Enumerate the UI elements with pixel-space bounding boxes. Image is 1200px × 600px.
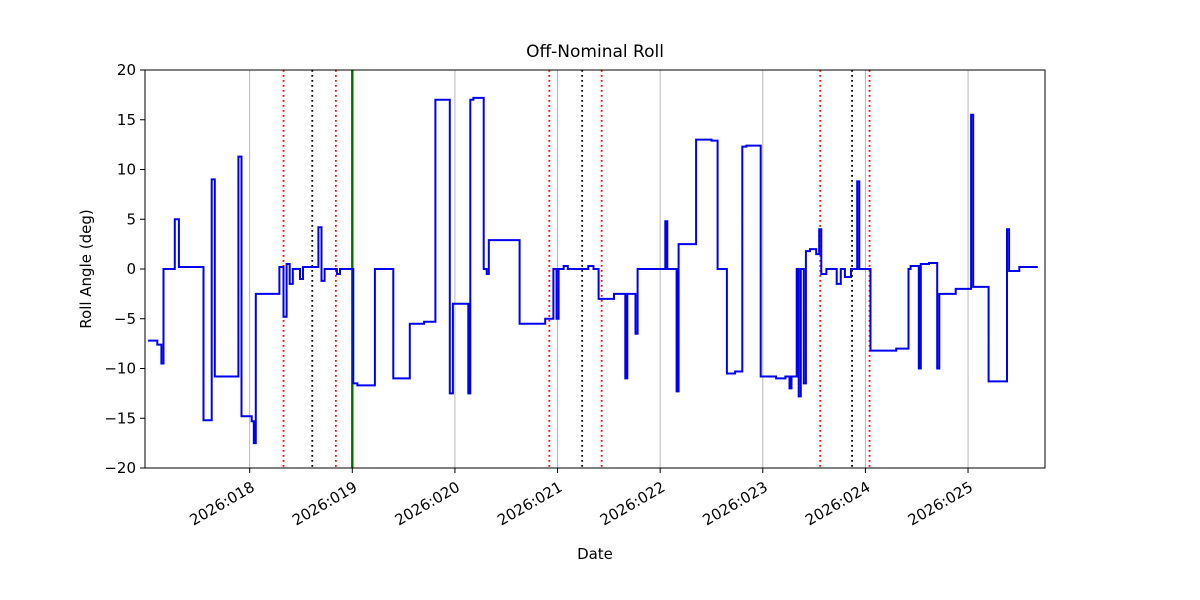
x-tick-label: 2026:023 <box>700 478 771 530</box>
y-axis-label: Roll Angle (deg) <box>77 209 95 329</box>
y-tick-label: 10 <box>117 161 136 179</box>
x-tick-label: 2026:019 <box>289 478 360 530</box>
x-tick-label: 2026:018 <box>186 478 257 530</box>
x-tick-label: 2026:024 <box>802 478 873 530</box>
y-tick-label: 15 <box>117 111 136 129</box>
x-axis-label: Date <box>577 545 613 563</box>
y-tick-label: 0 <box>126 260 136 278</box>
x-tick-label: 2026:022 <box>597 478 668 530</box>
x-tick-label: 2026:020 <box>392 478 463 530</box>
y-tick-label: −5 <box>114 310 136 328</box>
y-tick-label: −15 <box>104 409 136 427</box>
x-tick-label: 2026:021 <box>494 478 565 530</box>
y-tick-label: −10 <box>104 360 136 378</box>
y-tick-label: 20 <box>117 61 136 79</box>
data-series <box>148 96 1038 445</box>
chart-title: Off-Nominal Roll <box>526 42 664 62</box>
marker-lines <box>282 70 871 468</box>
tick-labels: 2026:018 2026:019 2026:020 2026:021 2026:022… <box>104 61 976 529</box>
y-tick-label: 5 <box>126 210 136 228</box>
series-roll-angle <box>148 96 1038 445</box>
y-tick-label: −20 <box>104 459 136 477</box>
x-tick-label: 2026:025 <box>905 478 976 530</box>
